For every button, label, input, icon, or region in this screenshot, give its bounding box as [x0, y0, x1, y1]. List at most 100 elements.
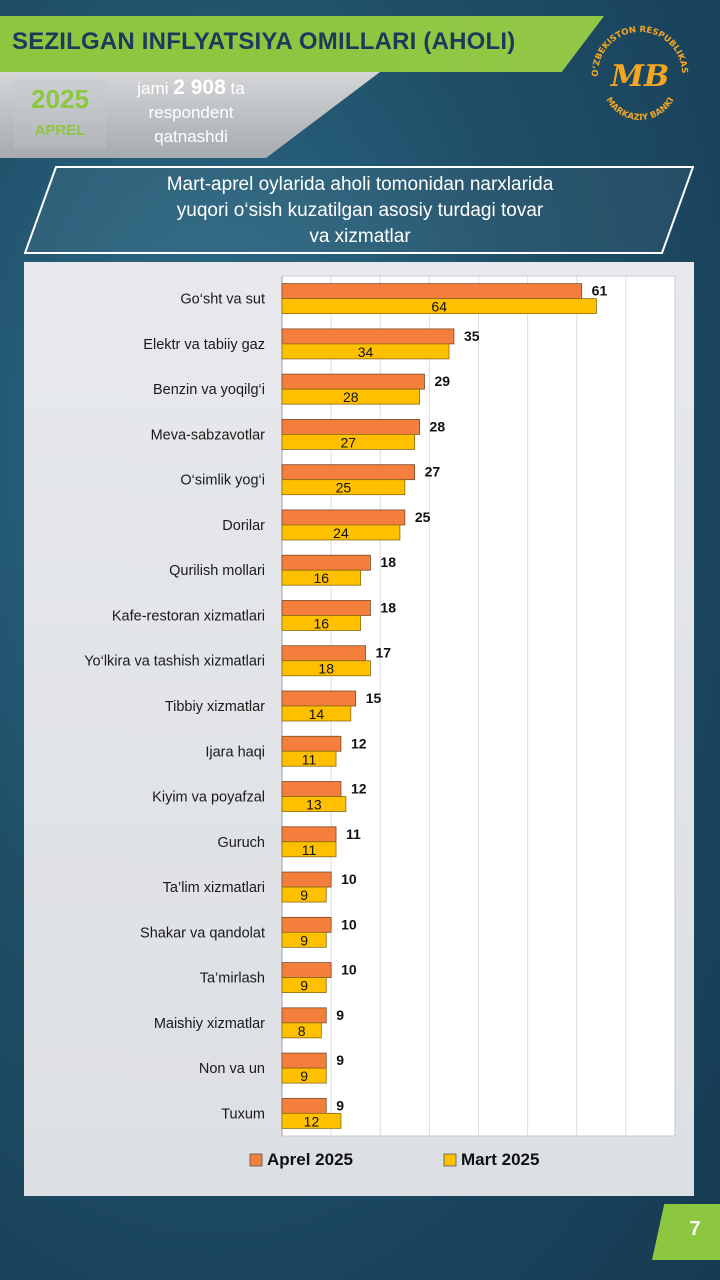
bar-mart — [281, 796, 347, 812]
category-label: Qurilish mollari — [169, 563, 265, 579]
value-label-aprel: 10 — [341, 962, 357, 978]
value-label-aprel: 27 — [425, 464, 441, 480]
bar-mart — [281, 298, 597, 315]
category-label: Ijara haqi — [205, 744, 265, 760]
bar-aprel — [281, 600, 371, 616]
value-label-aprel: 11 — [346, 826, 361, 842]
category-label: Shakar va qandolat — [140, 925, 265, 941]
value-label-mart: 25 — [336, 480, 352, 496]
value-label-aprel: 9 — [336, 1007, 344, 1023]
value-label-mart: 11 — [302, 751, 317, 767]
value-label-mart: 24 — [333, 525, 349, 541]
value-label-aprel: 15 — [366, 690, 382, 706]
logo-arc-bottom: MARKAZIY BANKI — [603, 96, 676, 124]
value-label-aprel: 12 — [351, 781, 367, 797]
value-label-mart: 64 — [431, 299, 447, 315]
respondents-info: jami 2 908 ta respondent qatnashdi — [116, 76, 266, 149]
subtitle-frame — [24, 166, 694, 254]
bar-mart — [281, 977, 327, 993]
value-label-mart: 28 — [343, 389, 359, 405]
bar-aprel — [281, 328, 455, 345]
bar-mart — [281, 569, 361, 586]
bar-aprel — [281, 419, 420, 435]
category-label: Yo‘lkira va tashish xizmatlari — [84, 654, 265, 670]
value-label-mart: 9 — [300, 932, 308, 948]
category-label: Benzin va yoqilg‘i — [153, 382, 265, 398]
category-label: Tuxum — [221, 1106, 265, 1122]
value-label-aprel: 12 — [351, 735, 367, 751]
bar-mart — [281, 705, 352, 722]
category-label: Guruch — [217, 835, 265, 851]
value-label-mart: 16 — [314, 570, 330, 586]
category-label: Non va un — [199, 1061, 265, 1077]
bar-aprel — [281, 735, 342, 752]
bar-aprel — [281, 871, 332, 888]
month-label: APREL — [34, 122, 86, 139]
value-label-aprel: 25 — [415, 509, 431, 525]
value-label-mart: 13 — [306, 797, 322, 813]
value-label-mart: 27 — [341, 434, 357, 450]
subtitle-line-1: Mart-aprel oylarida aholi tomonidan narx… — [166, 174, 554, 195]
page-number-tab — [652, 1204, 720, 1260]
category-label: Maishiy xizmatlar — [154, 1016, 265, 1032]
bar-aprel — [281, 1052, 327, 1069]
respondents-line2: respondent — [148, 103, 234, 122]
bar-mart — [281, 479, 406, 496]
legend-swatch-aprel — [249, 1153, 263, 1167]
bar-aprel — [281, 464, 416, 481]
respondents-suffix: ta — [230, 79, 245, 98]
page-number: 7 — [689, 1218, 701, 1240]
bar-aprel — [281, 781, 342, 797]
central-bank-logo: O‘ZBEKISTON RESPUBLIKASI MARKAZIY BANKI … — [588, 22, 689, 124]
subtitle-line-2: yuqori o‘sish kuzatilgan asosiy turdagi … — [176, 200, 544, 221]
value-label-aprel: 29 — [434, 373, 450, 389]
value-label-aprel: 9 — [336, 1052, 344, 1068]
bar-aprel — [281, 1007, 327, 1024]
bar-chart: Go‘sht va sut 61 64 Elektr va tabiiy gaz 35 3… — [84, 275, 676, 1169]
value-label-aprel: 10 — [341, 871, 357, 887]
category-label: Kiyim va poyafzal — [152, 790, 265, 806]
category-label: Elektr va tabiiy gaz — [143, 337, 265, 353]
value-label-aprel: 18 — [380, 554, 396, 570]
bar-mart — [281, 1112, 342, 1129]
bar-mart — [281, 1022, 322, 1039]
svg-text:MARKAZIY BANKI: MARKAZIY BANKI — [603, 96, 676, 124]
bar-aprel — [281, 373, 425, 390]
value-label-mart: 12 — [304, 1113, 320, 1129]
bar-mart — [281, 931, 327, 948]
category-label: Go‘sht va sut — [180, 292, 265, 308]
value-label-aprel: 18 — [380, 599, 396, 615]
bar-aprel — [281, 826, 337, 843]
value-label-mart: 11 — [302, 842, 317, 858]
value-label-aprel: 10 — [341, 916, 357, 932]
subtitle-line-3: va xizmatlar — [309, 226, 411, 247]
bar-mart — [281, 841, 337, 858]
category-label: Meva-sabzavotlar — [151, 427, 266, 443]
bar-mart — [281, 660, 371, 677]
value-label-mart: 9 — [300, 887, 308, 903]
value-label-mart: 34 — [358, 344, 374, 360]
bar-mart — [281, 434, 416, 450]
value-label-mart: 9 — [300, 978, 308, 994]
bar-aprel — [281, 509, 406, 526]
bar-mart — [281, 615, 361, 631]
bar-aprel — [281, 1097, 327, 1114]
logo-monogram: MB — [610, 59, 670, 94]
category-label: Ta’mirlash — [200, 971, 265, 987]
value-label-mart: 18 — [318, 661, 334, 677]
respondents-line3: qatnashdi — [154, 127, 228, 146]
value-label-mart: 9 — [300, 1068, 308, 1084]
value-label-aprel: 17 — [376, 645, 392, 661]
value-label-mart: 14 — [309, 706, 325, 722]
respondents-count: 2 908 — [173, 76, 226, 99]
bar-aprel — [281, 645, 366, 662]
chart-subtitle: Mart-aprel oylarida aholi tomonidan narx… — [100, 172, 620, 250]
bar-mart — [281, 1067, 327, 1084]
value-label-aprel: 28 — [430, 418, 446, 434]
title-band — [0, 16, 604, 72]
value-label-mart: 16 — [314, 615, 330, 631]
bar-aprel — [281, 283, 583, 300]
respondents-prefix: jami — [137, 79, 169, 98]
bar-mart — [281, 343, 450, 360]
value-label-mart: 8 — [298, 1023, 306, 1039]
